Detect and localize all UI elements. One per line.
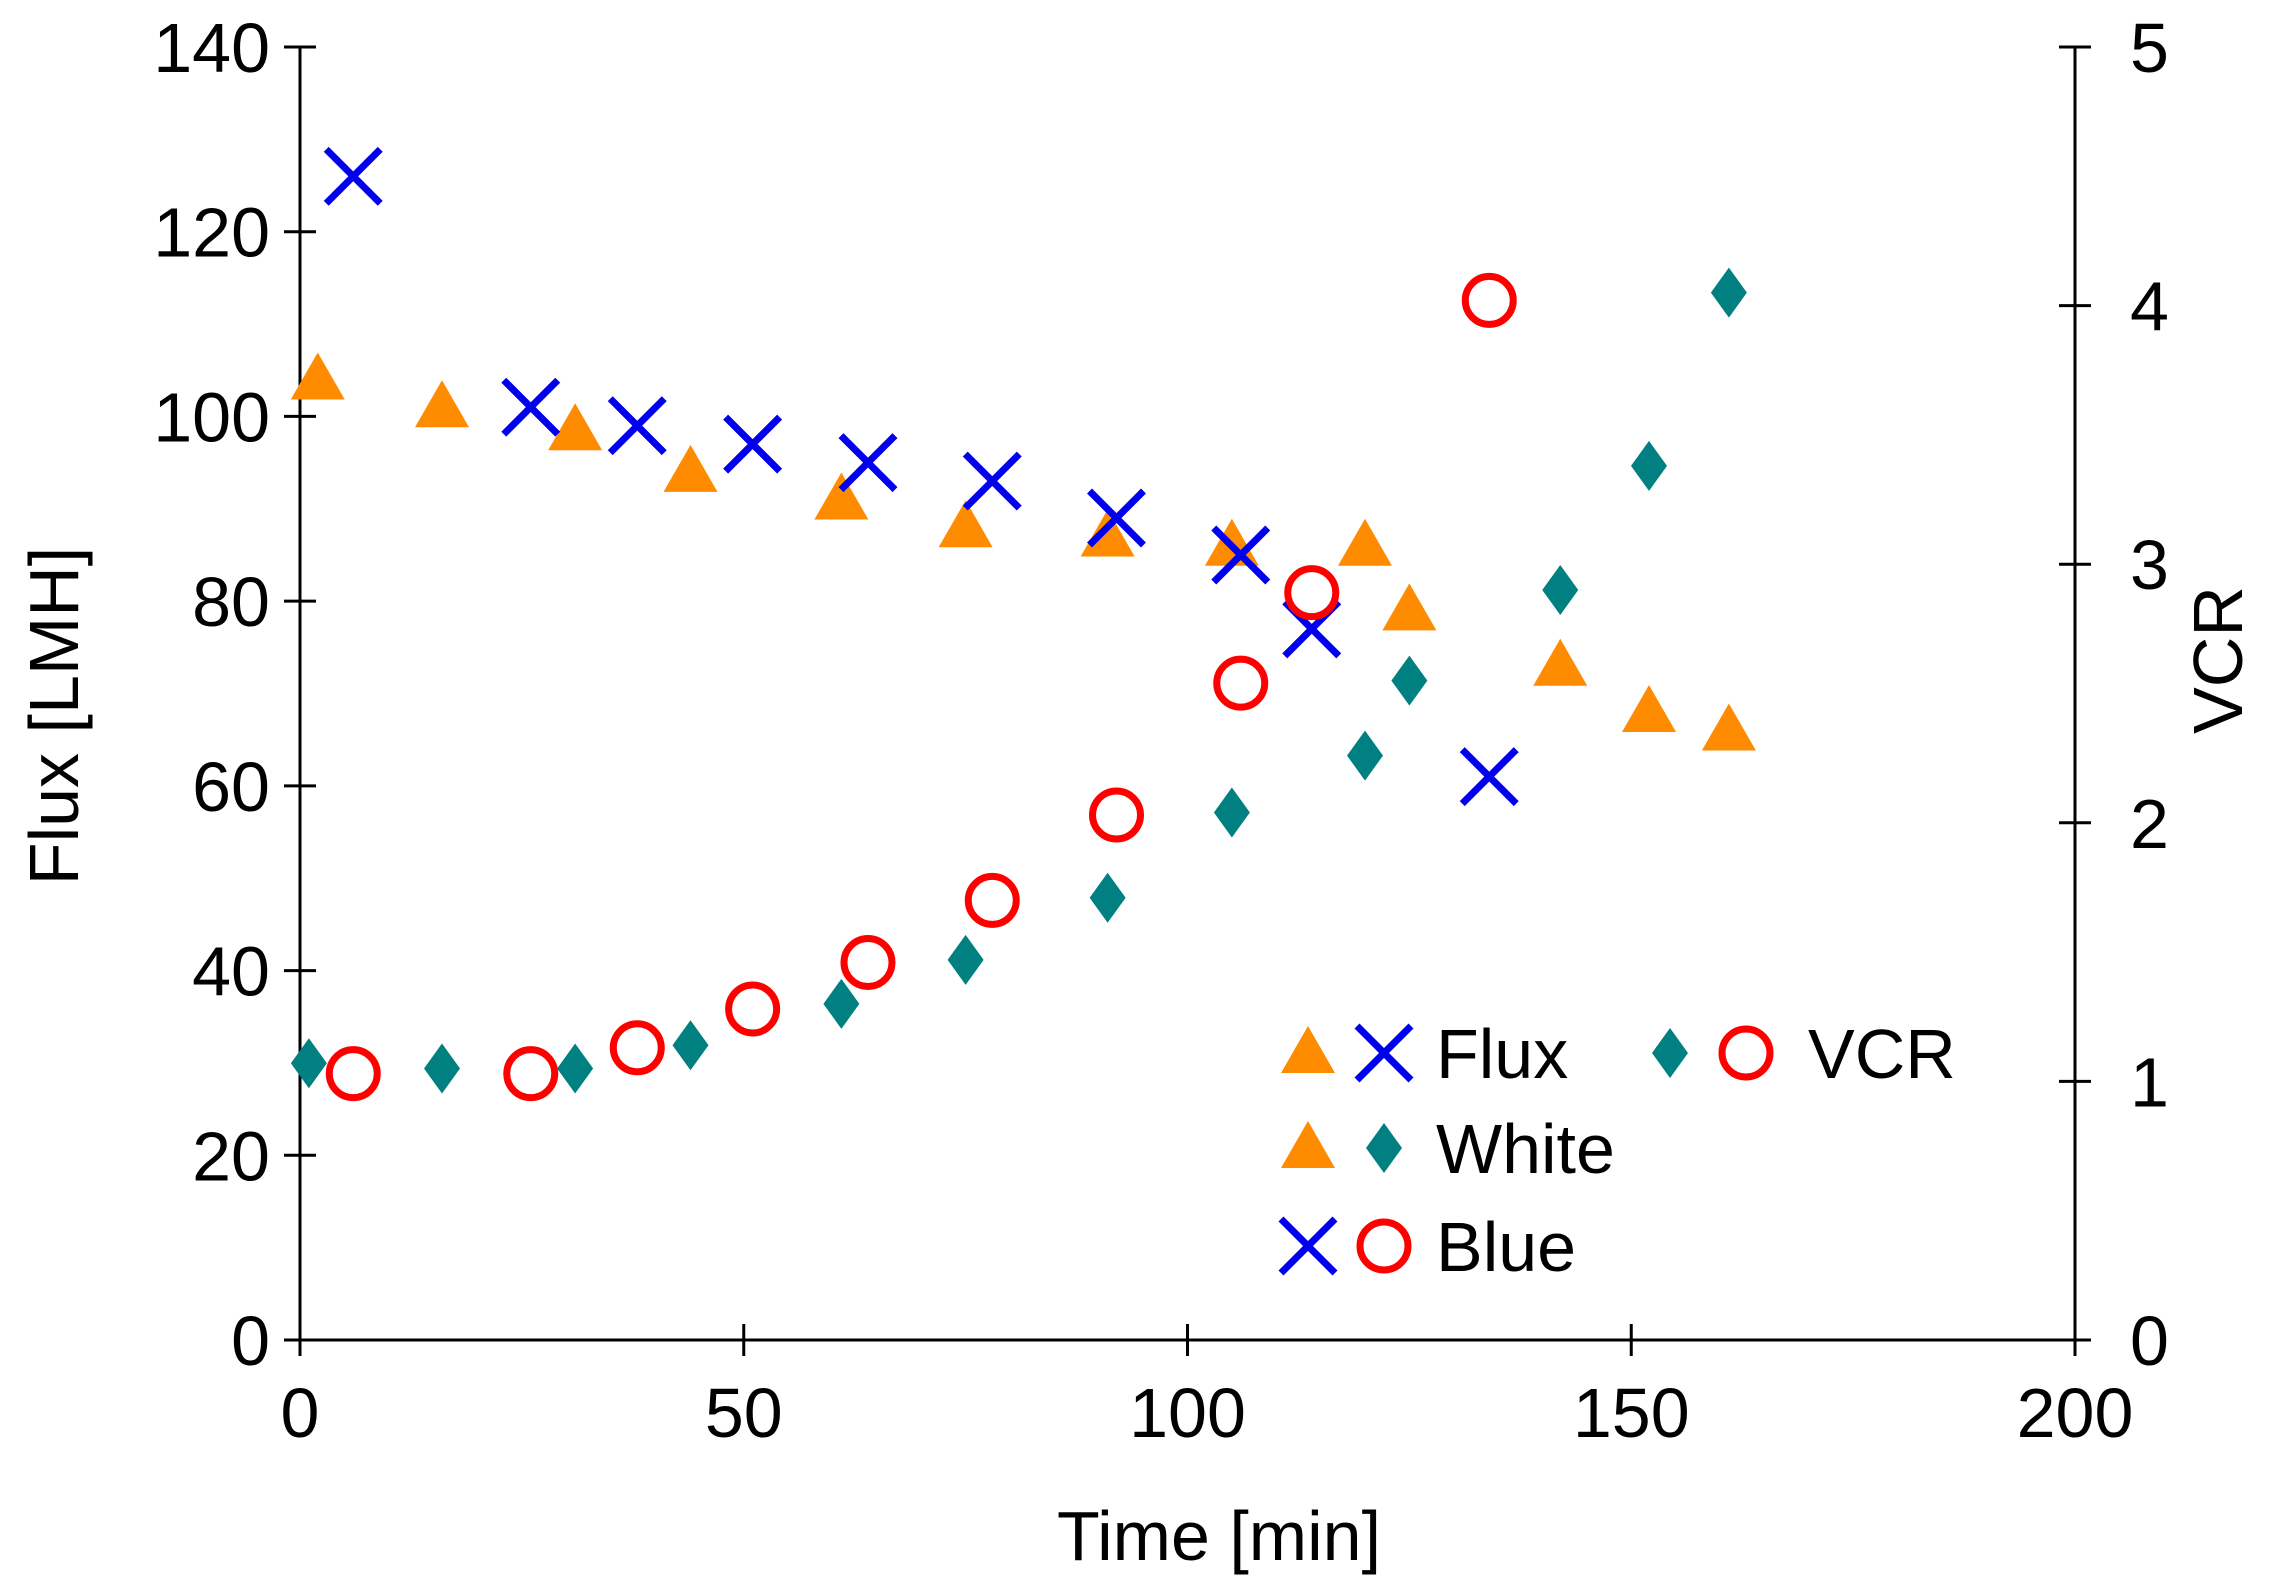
x-tick-label: 100 xyxy=(1129,1374,1246,1452)
y-axis-label: Flux [LMH] xyxy=(15,547,93,885)
data-point xyxy=(1622,684,1676,732)
data-point xyxy=(607,396,667,456)
data-point xyxy=(1213,787,1250,838)
data-point xyxy=(663,444,718,492)
data-point xyxy=(1087,488,1146,548)
data-point xyxy=(838,433,898,493)
data-point xyxy=(1089,872,1126,923)
x-tick-label: 50 xyxy=(705,1374,783,1452)
legend-marker xyxy=(1281,1026,1335,1073)
data-point xyxy=(672,1020,709,1071)
y-tick-label: 80 xyxy=(192,563,270,641)
data-point xyxy=(1284,565,1340,621)
data-point xyxy=(323,146,383,206)
data-point xyxy=(290,352,345,400)
data-point xyxy=(1542,565,1579,616)
data-point xyxy=(1710,267,1747,318)
y-tick-label: 0 xyxy=(231,1302,270,1380)
y2-axis-label: VCR xyxy=(2179,586,2257,734)
data-point xyxy=(415,380,469,428)
y2-tick-label: 0 xyxy=(2130,1302,2169,1380)
data-point xyxy=(557,1043,594,1094)
legend: Flux VCR White Blue xyxy=(1278,1015,1956,1286)
legend-label: VCR xyxy=(1808,1015,1956,1093)
legend-marker xyxy=(1652,1028,1688,1078)
data-point xyxy=(1533,638,1588,686)
y-tick-label: 100 xyxy=(153,378,270,456)
data-point xyxy=(723,414,783,474)
legend-marker xyxy=(1281,1121,1335,1168)
y2-tick-label: 1 xyxy=(2130,1043,2169,1121)
data-point xyxy=(1338,518,1392,566)
data-point xyxy=(725,981,781,1037)
data-point xyxy=(823,978,860,1029)
data-point xyxy=(938,500,993,548)
legend-label: Flux xyxy=(1436,1015,1568,1093)
data-point xyxy=(1211,525,1271,585)
data-point xyxy=(503,1046,559,1102)
y2-tick-label: 5 xyxy=(2130,9,2169,87)
data-point xyxy=(1631,440,1667,491)
y-tick-label: 140 xyxy=(153,9,270,87)
y2-tick-label: 4 xyxy=(2130,268,2169,346)
data-point xyxy=(1089,787,1144,843)
data-point xyxy=(947,934,984,985)
legend-marker xyxy=(1354,1023,1414,1083)
data-point xyxy=(609,1020,665,1076)
data-point xyxy=(1459,747,1519,807)
y-tick-label: 60 xyxy=(192,748,270,826)
axes xyxy=(298,47,2077,1342)
data-point xyxy=(290,1038,327,1089)
data-point xyxy=(1701,703,1756,751)
data-point xyxy=(1213,655,1269,711)
y2-tick-label: 3 xyxy=(2130,526,2169,604)
y2-tick-label: 2 xyxy=(2130,785,2169,863)
data-point xyxy=(501,377,561,437)
data-point xyxy=(964,872,1020,928)
x-tick-label: 200 xyxy=(2017,1374,2134,1452)
y-tick-label: 120 xyxy=(153,194,270,272)
legend-marker xyxy=(1366,1123,1402,1173)
data-point xyxy=(814,472,869,520)
x-tick-label: 150 xyxy=(1573,1374,1690,1452)
data-point xyxy=(840,934,896,990)
data-point xyxy=(424,1043,460,1094)
data-marks xyxy=(290,146,1756,1102)
y-tick-label: 20 xyxy=(192,1117,270,1195)
data-point xyxy=(1391,655,1428,706)
legend-marker xyxy=(1356,1218,1412,1274)
data-point xyxy=(962,451,1022,511)
data-point xyxy=(1382,583,1437,631)
legend-label: Blue xyxy=(1436,1208,1576,1286)
data-point xyxy=(325,1046,381,1102)
data-point xyxy=(1461,272,1517,328)
legend-marker xyxy=(1718,1025,1774,1081)
y-tick-label: 40 xyxy=(192,933,270,1011)
data-point xyxy=(548,403,603,451)
x-tick-label: 0 xyxy=(281,1374,320,1452)
x-axis-label: Time [min] xyxy=(1057,1497,1381,1575)
legend-marker xyxy=(1278,1216,1338,1276)
legend-label: White xyxy=(1436,1110,1615,1188)
data-point xyxy=(1347,730,1383,781)
